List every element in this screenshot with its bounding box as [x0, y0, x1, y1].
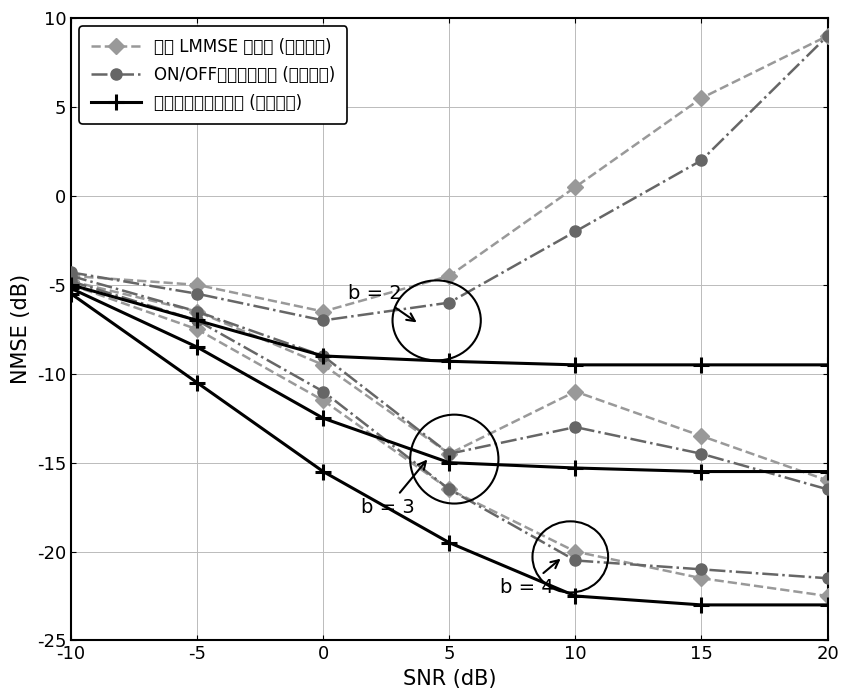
Text: b = 3: b = 3: [361, 461, 426, 517]
Text: b = 4: b = 4: [500, 560, 558, 596]
X-axis label: SNR (dB): SNR (dB): [403, 669, 496, 689]
Text: b = 2: b = 2: [348, 284, 415, 321]
Legend: 传统 LMMSE 估计器 (瑞利信道), ON/OFF信道估计方法 (瑞利信道), 提出的信道估计方法 (瑞利信道): 传统 LMMSE 估计器 (瑞利信道), ON/OFF信道估计方法 (瑞利信道)…: [79, 27, 348, 124]
Y-axis label: NMSE (dB): NMSE (dB): [11, 274, 31, 384]
